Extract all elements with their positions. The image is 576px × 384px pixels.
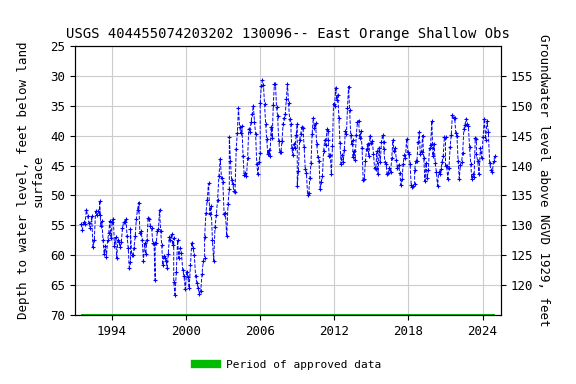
Bar [84,314,495,316]
Y-axis label: Groundwater level above NGVD 1929, feet: Groundwater level above NGVD 1929, feet [537,34,550,327]
Title: USGS 404455074203202 130096-- East Orange Shallow Obs: USGS 404455074203202 130096-- East Orang… [66,27,510,41]
Legend: Period of approved data: Period of approved data [191,356,385,375]
Bar [81,314,85,316]
Y-axis label: Depth to water level, feet below land
surface: Depth to water level, feet below land su… [17,42,44,319]
